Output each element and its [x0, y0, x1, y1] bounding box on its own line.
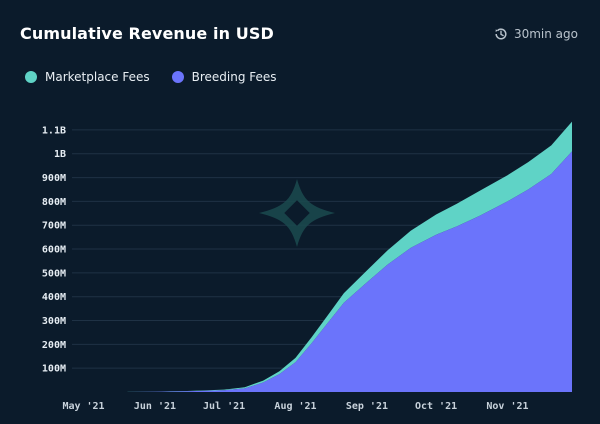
x-tick-label-2021-08: Aug '21 — [274, 401, 316, 412]
y-tick-label-600m: 600M — [42, 245, 66, 256]
x-tick-label-2021-11: Nov '21 — [486, 401, 528, 412]
x-tick-label-2021-09: Sep '21 — [346, 401, 388, 412]
y-tick-label-200m: 200M — [42, 340, 66, 351]
y-tick-label-1b: 1B — [54, 149, 66, 160]
legend-label-marketplace-fees: Marketplace Fees — [45, 70, 150, 84]
legend-item-marketplace-fees[interactable]: Marketplace Fees — [25, 70, 150, 84]
y-tick-label-400m: 400M — [42, 292, 66, 303]
chart-title: Cumulative Revenue in USD — [20, 24, 274, 43]
x-tick-label-2021-10: Oct '21 — [415, 401, 457, 412]
legend-item-breeding-fees[interactable]: Breeding Fees — [171, 70, 277, 84]
chart-legend: Marketplace Fees Breeding Fees — [25, 70, 277, 84]
area-breeding-fees — [72, 151, 572, 392]
y-tick-label-500m: 500M — [42, 268, 66, 279]
last-updated: 30min ago — [494, 27, 578, 41]
y-tick-label-700m: 700M — [42, 221, 66, 232]
x-tick-label-2021-07: Jul '21 — [203, 401, 245, 412]
x-tick-label-2021-06: Jun '21 — [134, 401, 176, 412]
y-tick-label-1-1b: 1.1B — [42, 125, 66, 136]
y-tick-label-100m: 100M — [42, 364, 66, 375]
legend-swatch-marketplace-fees — [25, 71, 37, 83]
y-tick-label-300m: 300M — [42, 316, 66, 327]
legend-label-breeding-fees: Breeding Fees — [191, 70, 277, 84]
y-tick-label-800m: 800M — [42, 197, 66, 208]
watermark-logo-center — [284, 200, 310, 226]
history-clock-icon — [495, 28, 507, 40]
y-tick-label-900m: 900M — [42, 173, 66, 184]
last-updated-text: 30min ago — [513, 27, 578, 41]
x-tick-label-2021-05: May '21 — [62, 401, 104, 412]
legend-swatch-breeding-fees — [171, 71, 184, 83]
